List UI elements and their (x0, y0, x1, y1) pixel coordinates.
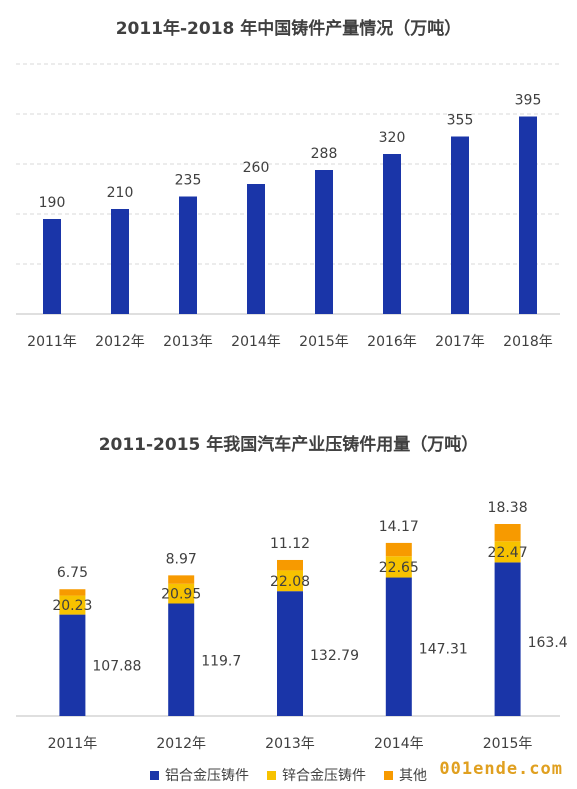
data-label-other: 6.75 (57, 565, 88, 581)
data-label: 288 (311, 146, 338, 162)
bar-segment (277, 559, 303, 571)
bar-segment (385, 577, 412, 716)
legend-swatch-zinc (267, 770, 276, 780)
data-label-zinc: 22.08 (270, 574, 310, 590)
production-bar-plot: 190 2011年 210 2012年 235 2013年 260 2014年 288 2015年… (16, 63, 560, 350)
bar-segment (277, 570, 303, 592)
bar-segment (168, 603, 195, 716)
chart-title: 2011年-2018 年中国铸件产量情况（万吨） (115, 19, 462, 39)
bar (519, 116, 537, 314)
production-chart: 2011年-2018 年中国铸件产量情况（万吨） 190 2011年 210 2012… (0, 0, 577, 380)
bar-segment (494, 562, 521, 716)
data-label-other: 8.97 (166, 551, 197, 567)
x-tick-label: 2013年 (163, 334, 213, 350)
data-label: 210 (107, 185, 134, 201)
bar (383, 154, 401, 314)
bar (247, 184, 265, 314)
data-label: 235 (175, 173, 202, 189)
data-label-other: 14.17 (379, 519, 419, 535)
data-label-aluminum: 132.79 (310, 648, 359, 664)
x-tick-label: 2018年 (503, 334, 553, 350)
data-label-aluminum: 147.31 (419, 642, 468, 658)
bar-segment (385, 542, 412, 557)
bar-segment (168, 575, 195, 584)
data-label: 260 (243, 160, 270, 176)
bar (315, 170, 333, 314)
data-label-zinc: 20.23 (52, 598, 92, 614)
x-tick-label: 2017年 (435, 334, 485, 350)
die-casting-chart: 2011-2015 年我国汽车产业压铸件用量（万吨） 107.88 20.23 6.… (0, 380, 577, 789)
legend-label: 铝合金压铸件 (165, 768, 249, 784)
bar (451, 136, 469, 314)
watermark: 001ende.com (439, 759, 563, 779)
data-label-aluminum: 107.88 (92, 658, 141, 674)
legend-item: 锌合金压铸件 (267, 765, 366, 785)
die-casting-stacked-plot: 107.88 20.23 6.75 2011年 119.7 20.95 8.97 2012年 1… (16, 500, 568, 752)
bar-segment (277, 591, 303, 716)
x-tick-label: 2014年 (231, 334, 281, 350)
bar-segment (385, 556, 412, 578)
x-tick-label: 2011年 (48, 736, 98, 752)
data-label-zinc: 22.65 (379, 560, 419, 576)
legend: 铝合金压铸件 锌合金压铸件 其他 (0, 765, 577, 785)
bar-segment (59, 614, 86, 716)
legend-swatch-aluminum (150, 770, 159, 780)
x-tick-label: 2013年 (265, 736, 315, 752)
data-label-other: 18.38 (488, 500, 528, 516)
data-label: 355 (447, 113, 474, 129)
bar-segment (494, 541, 521, 563)
x-tick-label: 2015年 (483, 736, 533, 752)
bar (43, 219, 61, 314)
data-label: 190 (39, 195, 66, 211)
x-tick-label: 2014年 (374, 736, 424, 752)
chart-title: 2011-2015 年我国汽车产业压铸件用量（万吨） (98, 435, 479, 455)
data-label-other: 11.12 (270, 536, 310, 552)
legend-label: 锌合金压铸件 (282, 768, 366, 784)
bar (111, 209, 129, 314)
legend-swatch-other (384, 770, 393, 780)
data-label: 395 (515, 93, 542, 109)
x-tick-label: 2016年 (367, 334, 417, 350)
data-label: 320 (379, 130, 406, 146)
x-tick-label: 2012年 (156, 736, 206, 752)
bar-segment (494, 524, 521, 542)
legend-item: 铝合金压铸件 (150, 765, 249, 785)
x-tick-label: 2012年 (95, 334, 145, 350)
x-tick-label: 2011年 (27, 334, 77, 350)
bar-segment (168, 583, 195, 604)
bar-segment (59, 595, 86, 615)
legend-item: 其他 (384, 765, 427, 785)
legend-label: 其他 (399, 768, 427, 784)
data-label-zinc: 20.95 (161, 587, 201, 603)
bar (179, 196, 197, 314)
x-tick-label: 2015年 (299, 334, 349, 350)
data-label-aluminum: 119.7 (201, 653, 241, 669)
bar-segment (59, 589, 86, 596)
data-label-aluminum: 163.4 (528, 635, 568, 651)
data-label-zinc: 22.47 (488, 545, 528, 561)
